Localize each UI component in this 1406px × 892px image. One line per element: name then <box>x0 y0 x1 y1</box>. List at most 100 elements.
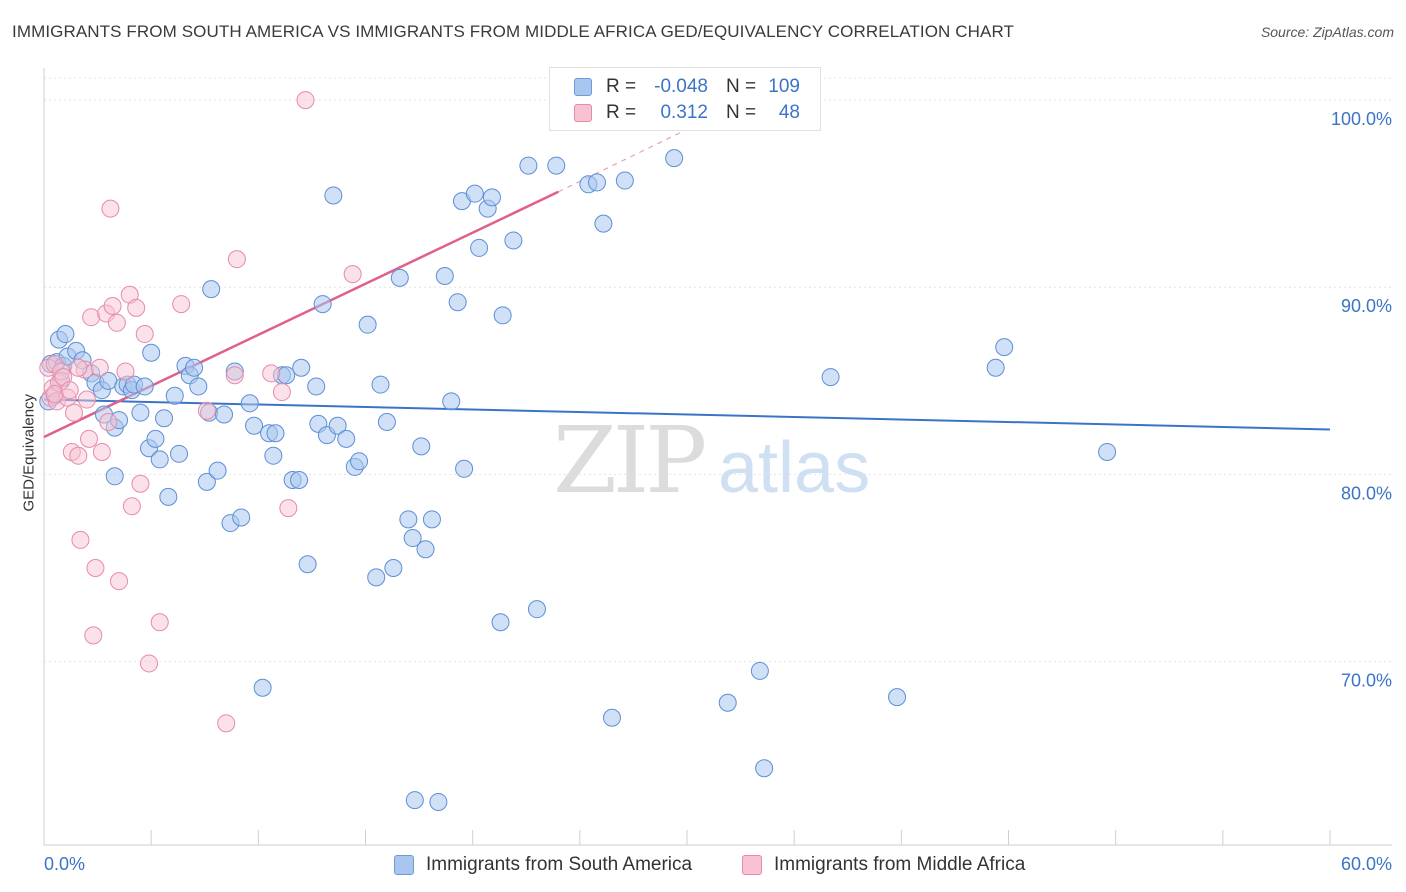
data-point-middle-africa <box>296 91 315 110</box>
trend-line-pink <box>43 190 559 439</box>
data-point-south-america <box>587 173 606 192</box>
data-point-middle-africa <box>99 413 118 432</box>
data-point-south-america <box>313 295 332 314</box>
data-point-south-america <box>232 508 251 527</box>
n-label: N = <box>726 76 757 97</box>
data-point-south-america <box>465 184 484 203</box>
legend-swatch-pink <box>574 104 592 122</box>
data-point-middle-africa <box>131 474 150 493</box>
data-point-south-america <box>504 231 523 250</box>
data-point-south-america <box>416 540 435 559</box>
data-point-south-america <box>165 386 184 405</box>
r-label: R = <box>606 76 637 97</box>
data-point-south-america <box>390 268 409 287</box>
data-point-south-america <box>197 472 216 491</box>
tick-labels: 70.0% 80.0% 90.0% 100.0% 0.0% 60.0% <box>44 109 1392 874</box>
data-point-south-america <box>358 315 377 334</box>
data-point-south-america <box>253 678 272 697</box>
series-legend-pink[interactable]: Immigrants from Middle Africa <box>742 852 1025 878</box>
data-point-south-america <box>888 688 907 707</box>
data-point-middle-africa <box>71 530 90 549</box>
legend-swatch-blue <box>574 78 592 96</box>
n-value-pink: 48 <box>778 102 800 123</box>
legend-swatch-blue <box>394 855 414 875</box>
data-point-south-america <box>755 759 774 778</box>
series-south-america <box>39 91 1117 811</box>
data-point-south-america <box>422 510 441 529</box>
legend-row-blue: R = -0.048 N = 109 <box>574 75 800 99</box>
data-point-south-america <box>429 792 448 811</box>
data-point-middle-africa <box>172 295 191 314</box>
data-point-south-america <box>493 306 512 325</box>
data-point-south-america <box>337 429 356 448</box>
data-point-middle-africa <box>82 308 101 327</box>
data-point-south-america <box>403 529 422 548</box>
data-point-south-america <box>307 377 326 396</box>
data-point-south-america <box>482 188 501 207</box>
correlation-legend: R = -0.048 N = 109 R = 0.312 N = 48 <box>549 67 821 131</box>
y-tick-label: 70.0% <box>1341 671 1392 691</box>
data-point-south-america <box>328 416 347 435</box>
r-value-blue: -0.048 <box>654 76 708 97</box>
data-point-south-america <box>324 186 343 205</box>
data-point-south-america <box>547 156 566 175</box>
data-point-south-america <box>150 450 169 469</box>
series-name-blue: Immigrants from South America <box>426 854 693 875</box>
data-point-south-america <box>371 375 390 394</box>
data-point-middle-africa <box>116 362 135 381</box>
gridlines <box>44 77 1392 663</box>
data-point-south-america <box>155 409 174 428</box>
data-point-south-america <box>142 343 161 362</box>
data-point-middle-africa <box>217 714 236 733</box>
data-point-middle-africa <box>92 442 111 461</box>
watermark: ZIP atlas <box>553 407 870 514</box>
data-point-middle-africa <box>135 325 154 344</box>
data-point-south-america <box>350 452 369 471</box>
data-point-south-america <box>185 358 204 377</box>
data-point-south-america <box>215 405 234 424</box>
data-point-south-america <box>519 156 538 175</box>
series-legend-blue[interactable]: Immigrants from South America <box>394 852 692 878</box>
data-point-south-america <box>245 416 264 435</box>
series-middle-africa <box>39 91 362 733</box>
data-point-south-america <box>298 555 317 574</box>
data-point-south-america <box>491 613 510 632</box>
data-point-middle-africa <box>69 358 88 377</box>
data-point-south-america <box>602 708 621 727</box>
x-tick-label-min: 0.0% <box>44 854 85 874</box>
data-point-south-america <box>1098 442 1117 461</box>
data-point-middle-africa <box>45 384 64 403</box>
n-value-blue: 109 <box>768 76 800 97</box>
data-point-middle-africa <box>60 381 79 400</box>
data-point-middle-africa <box>122 497 141 516</box>
data-point-south-america <box>131 403 150 422</box>
data-point-middle-africa <box>272 383 291 402</box>
data-point-south-america <box>995 338 1014 357</box>
data-point-middle-africa <box>225 366 244 385</box>
n-label: N = <box>726 102 757 123</box>
data-point-south-america <box>448 293 467 312</box>
data-point-south-america <box>202 280 221 299</box>
data-point-south-america <box>264 446 283 465</box>
y-tick-label: 100.0% <box>1331 109 1392 129</box>
data-point-middle-africa <box>227 250 246 269</box>
data-point-south-america <box>412 437 431 456</box>
data-point-middle-africa <box>197 401 216 420</box>
data-point-middle-africa <box>150 613 169 632</box>
series-name-pink: Immigrants from Middle Africa <box>774 854 1026 875</box>
data-point-middle-africa <box>279 499 298 518</box>
data-point-middle-africa <box>84 626 103 645</box>
data-point-south-america <box>435 267 454 286</box>
data-point-middle-africa <box>101 199 120 218</box>
data-point-south-america <box>266 424 285 443</box>
data-point-south-america <box>105 467 124 486</box>
data-point-south-america <box>750 661 769 680</box>
watermark-zip: ZIP <box>553 407 704 514</box>
data-point-south-america <box>367 568 386 587</box>
data-point-middle-africa <box>107 313 126 332</box>
data-point-middle-africa <box>140 654 159 673</box>
data-point-south-america <box>986 358 1005 377</box>
axes <box>43 68 1392 846</box>
data-point-south-america <box>470 238 489 257</box>
